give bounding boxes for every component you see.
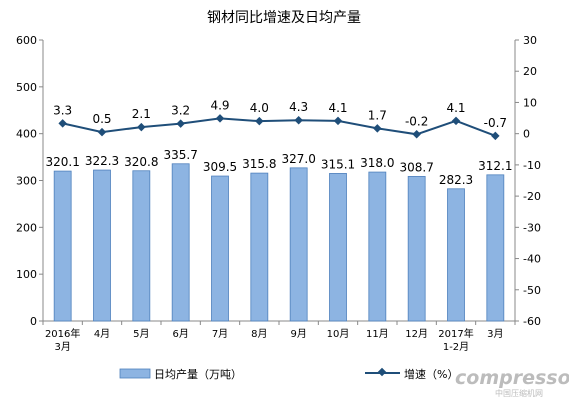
- watermark-logo: compressor.cn 中国压缩机网: [455, 367, 569, 398]
- line-data-label: 4.1: [446, 101, 465, 115]
- line-point: [137, 122, 146, 132]
- line-point: [58, 119, 67, 128]
- x-tick-label: 12月: [405, 328, 428, 340]
- line-data-label: 1.7: [368, 108, 387, 122]
- bar: [93, 169, 111, 322]
- x-tick-label: 3月: [54, 341, 70, 353]
- y-right-tick-label: 10: [523, 96, 537, 109]
- bar-labels: 320.1 322.3 320.8 335.7 309.5 315.8 327.0 315.1…: [45, 148, 512, 187]
- line-point: [412, 130, 421, 139]
- line-point: [294, 115, 303, 125]
- line-series: [58, 114, 500, 141]
- x-tick-label: 2016年: [45, 327, 80, 340]
- y-right-tick-label: -10: [523, 159, 541, 172]
- watermark-subtext: 中国压缩机网: [495, 388, 543, 398]
- bar: [486, 174, 505, 322]
- x-tick-label: 1-2月: [443, 341, 469, 353]
- y-right-tick-label: 20: [523, 65, 537, 78]
- bar: [132, 170, 151, 322]
- bar-series: [53, 163, 505, 322]
- y-left-tick-label: 100: [16, 268, 37, 281]
- line-point: [451, 116, 461, 126]
- x-tick-label: 4月: [94, 328, 110, 340]
- line-labels: 3.3 0.5 2.1 3.2 4.9 4.0 4.3 4.1 1.7 -0.2 4.1 -0.7: [53, 98, 507, 129]
- bar-data-label: 327.0: [281, 152, 315, 166]
- y-right-tick-label: -20: [523, 190, 541, 203]
- y-left-tick-label: 200: [16, 221, 37, 234]
- line-point: [97, 127, 107, 137]
- line-data-label: 4.3: [289, 100, 308, 114]
- line-data-label: 3.2: [171, 104, 190, 118]
- bar-data-label: 320.1: [45, 155, 79, 169]
- y-left-tick-label: 300: [16, 175, 37, 188]
- bar-data-label: 322.3: [85, 154, 119, 168]
- bar: [250, 172, 269, 322]
- bar-data-label: 309.5: [203, 160, 237, 174]
- y-left-tick-label: 0: [30, 315, 37, 328]
- legend-line-label: 增速（%）: [404, 367, 458, 381]
- y-right-tick-label: -50: [523, 284, 541, 297]
- bar-data-label: 282.3: [439, 173, 473, 187]
- line-point: [255, 116, 264, 126]
- y-left-tick-label: 600: [16, 34, 37, 47]
- line-point: [215, 114, 225, 123]
- x-tick-label: 5月: [133, 328, 149, 340]
- y-left-tick-label: 400: [16, 128, 37, 141]
- x-tick-label: 10月: [327, 328, 350, 340]
- line-point: [373, 124, 382, 133]
- line-data-label: 3.3: [53, 103, 72, 117]
- bar: [289, 167, 308, 322]
- line-data-label: 4.1: [328, 101, 347, 115]
- y-right-tick-label: -30: [523, 221, 541, 234]
- bar-data-label: 308.7: [399, 160, 433, 174]
- chart-title: 钢材同比增速及日均产量: [207, 10, 361, 26]
- bar-data-label: 315.8: [242, 157, 276, 171]
- x-tick-label: 6月: [172, 328, 188, 340]
- x-tick-label: 9月: [290, 328, 306, 340]
- bar: [447, 188, 465, 322]
- legend-line-marker: [377, 367, 387, 377]
- y-right-tick-label: 30: [523, 34, 537, 47]
- line-point: [176, 119, 185, 128]
- bar: [329, 173, 347, 322]
- line-data-label: -0.2: [405, 114, 428, 128]
- x-tick-label: 3月: [487, 328, 503, 340]
- line-point: [491, 131, 500, 141]
- bar-data-label: 335.7: [163, 148, 197, 162]
- bar-data-label: 315.1: [321, 157, 355, 171]
- bar: [368, 171, 387, 322]
- watermark-text: compressor.cn: [455, 367, 569, 389]
- x-tick-label: 11月: [366, 328, 389, 340]
- bar-data-label: 318.0: [360, 156, 394, 170]
- y-right-tick-label: 0: [523, 128, 530, 141]
- bar: [171, 163, 190, 322]
- line-data-label: 2.1: [132, 107, 151, 121]
- line-point: [333, 116, 343, 126]
- legend: 日均产量（万吨） 增速（%）: [119, 367, 458, 381]
- line-data-label: 4.9: [210, 98, 229, 112]
- bar: [407, 176, 426, 322]
- line-data-label: -0.7: [484, 116, 507, 130]
- legend-bar-swatch: [119, 368, 151, 379]
- x-tick-label: 2017年: [438, 327, 473, 340]
- x-tick-label: 7月: [212, 328, 228, 340]
- axes: 0 100 200 300 400 500 600 -60 -50 -40 -30 -20 -10 0 10…: [16, 34, 541, 328]
- y-left-tick-label: 500: [16, 81, 37, 94]
- y-right-tick-label: -40: [523, 253, 541, 266]
- y-right-tick-label: -60: [523, 315, 541, 328]
- bar-data-label: 320.8: [124, 155, 158, 169]
- line-data-label: 4.0: [250, 101, 269, 115]
- growth-line: [62, 117, 496, 137]
- bar: [53, 170, 72, 322]
- x-tick-label: 8月: [251, 328, 267, 340]
- bar-data-label: 312.1: [478, 159, 512, 173]
- bar: [211, 175, 229, 322]
- legend-bar-label: 日均产量（万吨）: [154, 367, 242, 381]
- line-data-label: 0.5: [92, 112, 111, 126]
